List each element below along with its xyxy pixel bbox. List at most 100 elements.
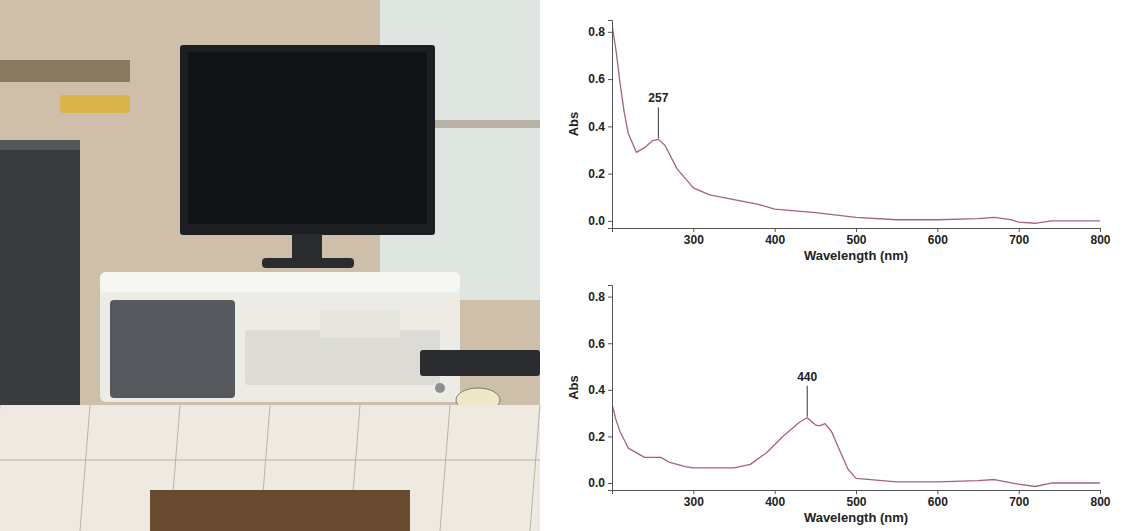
y-tick: 0.4 bbox=[588, 120, 612, 134]
annotation-leader bbox=[807, 386, 808, 417]
photo-pc-tower bbox=[0, 140, 80, 430]
x-tick-mark bbox=[775, 490, 776, 494]
y-tick: 0.6 bbox=[588, 337, 612, 351]
photo-instrument-label bbox=[320, 310, 400, 338]
y-tick-label: 0.2 bbox=[588, 167, 605, 181]
photo-pc-top bbox=[0, 140, 80, 150]
y-axis-line bbox=[608, 286, 613, 491]
photo-power-strip bbox=[60, 95, 130, 113]
x-tick: 500 bbox=[846, 228, 866, 247]
photo-keyboard bbox=[420, 350, 540, 376]
x-axis: 300 400 500 600 700 800 bbox=[613, 228, 1111, 247]
y-tick-mark bbox=[608, 436, 612, 437]
photo-tile-line bbox=[80, 405, 90, 531]
photo-counter bbox=[0, 405, 540, 531]
y-tick-mark bbox=[608, 390, 612, 391]
y-tick-label: 0.6 bbox=[588, 72, 605, 86]
y-tick-mark bbox=[608, 343, 612, 344]
x-axis-line bbox=[613, 491, 1101, 495]
spectrum-line bbox=[612, 25, 1100, 224]
x-tick-mark bbox=[1100, 490, 1101, 494]
canvas: 300 400 500 600 700 800 0.0 0.2 0.4 0.6 0.8 Wavelen… bbox=[0, 0, 1126, 531]
photo-drawer bbox=[150, 490, 410, 531]
x-tick-mark bbox=[693, 228, 694, 232]
annotation-leader bbox=[658, 107, 659, 138]
chart: 300 400 500 600 700 800 0.0 0.2 0.4 0.6 0.8 Wavelen… bbox=[566, 21, 1111, 264]
x-tick: 700 bbox=[1009, 228, 1029, 247]
spectrum-line bbox=[612, 404, 1100, 487]
photo-monitor-base bbox=[262, 258, 354, 268]
x-axis-title: Wavelength (nm) bbox=[804, 248, 908, 263]
x-tick-label: 700 bbox=[1009, 233, 1029, 247]
photo-tile-line bbox=[440, 405, 450, 531]
x-tick-label: 800 bbox=[1090, 495, 1110, 509]
y-tick: 0.2 bbox=[588, 430, 612, 444]
photo-tile-line bbox=[530, 405, 540, 531]
x-tick: 300 bbox=[684, 490, 704, 509]
x-tick-label: 600 bbox=[928, 495, 948, 509]
x-tick: 500 bbox=[846, 490, 866, 509]
y-tick-label: 0.4 bbox=[588, 383, 605, 397]
y-tick: 0.0 bbox=[588, 476, 612, 490]
y-tick-label: 0.6 bbox=[588, 337, 605, 351]
y-tick-label: 0.0 bbox=[588, 476, 605, 490]
y-tick: 0.8 bbox=[588, 290, 612, 304]
y-tick-mark bbox=[608, 32, 612, 33]
x-tick-mark bbox=[937, 490, 938, 494]
x-tick-mark bbox=[693, 490, 694, 494]
y-tick: 0.0 bbox=[588, 214, 612, 228]
y-axis-line bbox=[608, 21, 613, 229]
y-tick-mark bbox=[608, 126, 612, 127]
annotation-label: 257 bbox=[648, 91, 668, 105]
y-axis: 0.0 0.2 0.4 0.6 0.8 bbox=[588, 286, 612, 491]
x-tick-label: 500 bbox=[846, 233, 866, 247]
x-tick-mark bbox=[937, 228, 938, 232]
x-tick: 800 bbox=[1090, 228, 1110, 247]
x-tick: 800 bbox=[1090, 490, 1110, 509]
x-axis-line bbox=[613, 229, 1101, 233]
photo-shelf bbox=[0, 60, 130, 82]
y-tick-label: 0.4 bbox=[588, 120, 605, 134]
x-tick-label: 800 bbox=[1090, 233, 1110, 247]
x-tick: 400 bbox=[765, 490, 785, 509]
y-tick-mark bbox=[608, 483, 612, 484]
x-tick-label: 400 bbox=[765, 233, 785, 247]
photo bbox=[0, 0, 540, 531]
y-tick: 0.8 bbox=[588, 25, 612, 39]
y-tick-label: 0.0 bbox=[588, 214, 605, 228]
photo-tile-line bbox=[0, 460, 540, 461]
photo-monitor-screen bbox=[188, 52, 427, 224]
x-axis: 300 400 500 600 700 800 bbox=[613, 490, 1111, 509]
y-tick: 0.4 bbox=[588, 383, 612, 397]
x-tick-label: 600 bbox=[928, 233, 948, 247]
y-axis-title: Abs bbox=[566, 112, 581, 137]
x-axis-title: Wavelength (nm) bbox=[804, 510, 908, 525]
x-tick-mark bbox=[1019, 228, 1020, 232]
y-tick-mark bbox=[608, 174, 612, 175]
y-axis: 0.0 0.2 0.4 0.6 0.8 bbox=[588, 21, 612, 229]
x-tick-label: 300 bbox=[684, 233, 704, 247]
photo-instrument-top bbox=[100, 272, 460, 292]
plot-area bbox=[612, 404, 1100, 487]
photo-instrument-body bbox=[100, 272, 460, 402]
x-tick: 400 bbox=[765, 228, 785, 247]
photo-instrument-button bbox=[435, 383, 445, 393]
x-tick: 700 bbox=[1009, 490, 1029, 509]
photo-wall bbox=[0, 0, 540, 531]
y-tick-label: 0.2 bbox=[588, 430, 605, 444]
plot-area bbox=[612, 25, 1100, 224]
y-tick-label: 0.8 bbox=[588, 25, 605, 39]
x-tick-label: 700 bbox=[1009, 495, 1029, 509]
y-tick-mark bbox=[608, 297, 612, 298]
x-tick-label: 500 bbox=[846, 495, 866, 509]
photo-instrument-panel bbox=[110, 300, 235, 398]
y-tick-mark bbox=[608, 79, 612, 80]
x-tick: 600 bbox=[928, 228, 948, 247]
y-tick: 0.2 bbox=[588, 167, 612, 181]
y-tick-mark bbox=[608, 221, 612, 222]
x-tick-label: 400 bbox=[765, 495, 785, 509]
x-tick-mark bbox=[856, 490, 857, 494]
x-tick: 600 bbox=[928, 490, 948, 509]
x-tick-mark bbox=[1019, 490, 1020, 494]
y-axis-title: Abs bbox=[566, 375, 581, 400]
